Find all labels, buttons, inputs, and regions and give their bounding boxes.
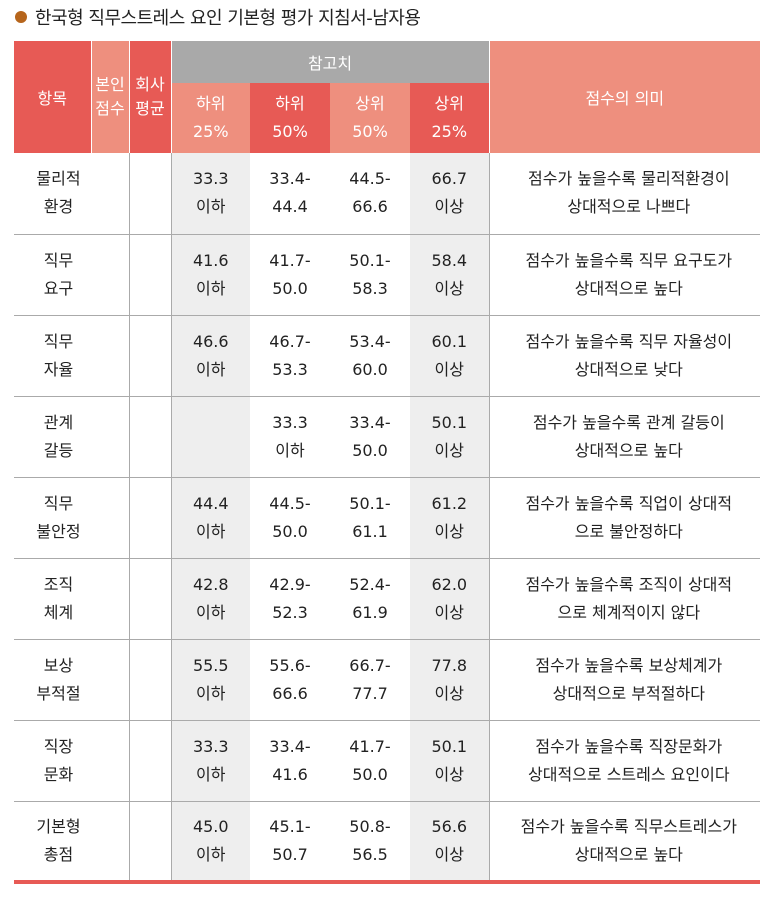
lower-50-cell: 33.4- 41.6 bbox=[250, 720, 330, 802]
header-lower-25: 하위 25% bbox=[171, 83, 250, 153]
lower-50-cell: 42.9- 52.3 bbox=[250, 558, 330, 640]
row-item-label: 직무 자율 bbox=[14, 315, 91, 397]
upper-50-cell: 50.8- 56.5 bbox=[330, 801, 410, 884]
upper-50-cell: 50.1- 58.3 bbox=[330, 234, 410, 316]
company-average-cell bbox=[129, 801, 172, 884]
meaning-cell: 점수가 높을수록 조직이 상대적 으로 체계적이지 않다 bbox=[489, 558, 761, 640]
upper-25-cell: 50.1 이상 bbox=[410, 396, 490, 478]
lower-50-cell: 45.1- 50.7 bbox=[250, 801, 330, 884]
lower-25-cell: 46.6 이하 bbox=[171, 315, 250, 397]
upper-25-cell: 77.8 이상 bbox=[410, 639, 490, 721]
company-average-cell bbox=[129, 477, 172, 559]
page-title: 한국형 직무스트레스 요인 기본형 평가 지침서-남자용 bbox=[35, 8, 421, 29]
self-score-cell bbox=[91, 153, 130, 235]
lower-25-cell: 33.3 이하 bbox=[171, 153, 250, 235]
row-item-label: 직장 문화 bbox=[14, 720, 91, 802]
page-header: 한국형 직무스트레스 요인 기본형 평가 지침서-남자용 bbox=[0, 0, 421, 34]
row-item-label: 조직 체계 bbox=[14, 558, 91, 640]
self-score-cell bbox=[91, 720, 130, 802]
header-upper-25: 상위 25% bbox=[410, 83, 490, 153]
meaning-cell: 점수가 높을수록 직무 자율성이 상대적으로 낮다 bbox=[489, 315, 761, 397]
lower-50-cell: 44.5- 50.0 bbox=[250, 477, 330, 559]
upper-25-cell: 62.0 이상 bbox=[410, 558, 490, 640]
lower-50-cell: 46.7- 53.3 bbox=[250, 315, 330, 397]
upper-25-cell: 50.1 이상 bbox=[410, 720, 490, 802]
company-average-cell bbox=[129, 153, 172, 235]
lower-25-cell: 41.6 이하 bbox=[171, 234, 250, 316]
upper-25-cell: 60.1 이상 bbox=[410, 315, 490, 397]
upper-50-cell: 44.5- 66.6 bbox=[330, 153, 410, 235]
stress-reference-table: 항목 본인 점수 회사 평균 참고치 점수의 의미 하위 25% 하위 50% 상위… bbox=[14, 41, 761, 884]
upper-50-cell: 66.7- 77.7 bbox=[330, 639, 410, 721]
table-row: 물리적 환경 33.3 이하 33.4- 44.4 44.5- 66.6 66.7 이상 점수가 높… bbox=[14, 153, 761, 235]
row-item-label: 기본형 총점 bbox=[14, 801, 91, 884]
table-row: 조직 체계 42.8 이하 42.9- 52.3 52.4- 61.9 62.0 이상 점수가 높을… bbox=[14, 558, 761, 640]
table-row: 기본형 총점 45.0 이하 45.1- 50.7 50.8- 56.5 56.6 이상 점수가 높… bbox=[14, 801, 761, 884]
lower-50-cell: 41.7- 50.0 bbox=[250, 234, 330, 316]
table-row: 직무 불안정 44.4 이하 44.5- 50.0 50.1- 61.1 61.2 이상 점수가 높… bbox=[14, 477, 761, 559]
meaning-cell: 점수가 높을수록 직업이 상대적 으로 불안정하다 bbox=[489, 477, 761, 559]
upper-25-cell: 56.6 이상 bbox=[410, 801, 490, 884]
company-average-cell bbox=[129, 396, 172, 478]
upper-25-cell: 66.7 이상 bbox=[410, 153, 490, 235]
upper-50-cell: 53.4- 60.0 bbox=[330, 315, 410, 397]
lower-50-cell: 55.6- 66.6 bbox=[250, 639, 330, 721]
company-average-cell bbox=[129, 720, 172, 802]
lower-25-cell: 33.3 이하 bbox=[171, 720, 250, 802]
upper-50-cell: 50.1- 61.1 bbox=[330, 477, 410, 559]
company-average-cell bbox=[129, 639, 172, 721]
header-reference: 참고치 bbox=[171, 41, 490, 83]
company-average-cell bbox=[129, 315, 172, 397]
row-item-label: 물리적 환경 bbox=[14, 153, 91, 235]
header-meaning: 점수의 의미 bbox=[488, 41, 761, 153]
header-self-score: 본인 점수 bbox=[91, 41, 130, 153]
self-score-cell bbox=[91, 477, 130, 559]
self-score-cell bbox=[91, 801, 130, 884]
table-row: 직장 문화 33.3 이하 33.4- 41.6 41.7- 50.0 50.1 이상 점수가 높을… bbox=[14, 720, 761, 802]
lower-25-cell: 45.0 이하 bbox=[171, 801, 250, 884]
lower-50-cell: 33.3 이하 bbox=[250, 396, 330, 478]
self-score-cell bbox=[91, 639, 130, 721]
bullet-icon bbox=[15, 11, 27, 23]
table-row: 직무 요구 41.6 이하 41.7- 50.0 50.1- 58.3 58.4 이상 점수가 높을… bbox=[14, 234, 761, 316]
meaning-cell: 점수가 높을수록 보상체계가 상대적으로 부적절하다 bbox=[489, 639, 761, 721]
lower-25-cell bbox=[171, 396, 250, 478]
table-row: 보상 부적절 55.5 이하 55.6- 66.6 66.7- 77.7 77.8 이상 점수가 높… bbox=[14, 639, 761, 721]
upper-25-cell: 58.4 이상 bbox=[410, 234, 490, 316]
row-item-label: 관계 갈등 bbox=[14, 396, 91, 478]
meaning-cell: 점수가 높을수록 직무스트레스가 상대적으로 높다 bbox=[489, 801, 761, 884]
lower-25-cell: 42.8 이하 bbox=[171, 558, 250, 640]
self-score-cell bbox=[91, 558, 130, 640]
self-score-cell bbox=[91, 315, 130, 397]
upper-50-cell: 41.7- 50.0 bbox=[330, 720, 410, 802]
header-company-average: 회사 평균 bbox=[129, 41, 172, 153]
header-lower-50: 하위 50% bbox=[250, 83, 330, 153]
lower-50-cell: 33.4- 44.4 bbox=[250, 153, 330, 235]
header-upper-50: 상위 50% bbox=[330, 83, 410, 153]
row-item-label: 직무 불안정 bbox=[14, 477, 91, 559]
lower-25-cell: 44.4 이하 bbox=[171, 477, 250, 559]
company-average-cell bbox=[129, 234, 172, 316]
header-item: 항목 bbox=[14, 41, 92, 153]
row-item-label: 보상 부적절 bbox=[14, 639, 91, 721]
meaning-cell: 점수가 높을수록 직무 요구도가 상대적으로 높다 bbox=[489, 234, 761, 316]
meaning-cell: 점수가 높을수록 직장문화가 상대적으로 스트레스 요인이다 bbox=[489, 720, 761, 802]
upper-25-cell: 61.2 이상 bbox=[410, 477, 490, 559]
upper-50-cell: 33.4- 50.0 bbox=[330, 396, 410, 478]
lower-25-cell: 55.5 이하 bbox=[171, 639, 250, 721]
row-item-label: 직무 요구 bbox=[14, 234, 91, 316]
table-row: 직무 자율 46.6 이하 46.7- 53.3 53.4- 60.0 60.1 이상 점수가 높을… bbox=[14, 315, 761, 397]
self-score-cell bbox=[91, 396, 130, 478]
self-score-cell bbox=[91, 234, 130, 316]
upper-50-cell: 52.4- 61.9 bbox=[330, 558, 410, 640]
meaning-cell: 점수가 높을수록 관계 갈등이 상대적으로 높다 bbox=[489, 396, 761, 478]
company-average-cell bbox=[129, 558, 172, 640]
meaning-cell: 점수가 높을수록 물리적환경이 상대적으로 나쁘다 bbox=[489, 153, 761, 235]
table-row: 관계 갈등 33.3 이하 33.4- 50.0 50.1 이상 점수가 높을수록 관계 갈등이… bbox=[14, 396, 761, 478]
